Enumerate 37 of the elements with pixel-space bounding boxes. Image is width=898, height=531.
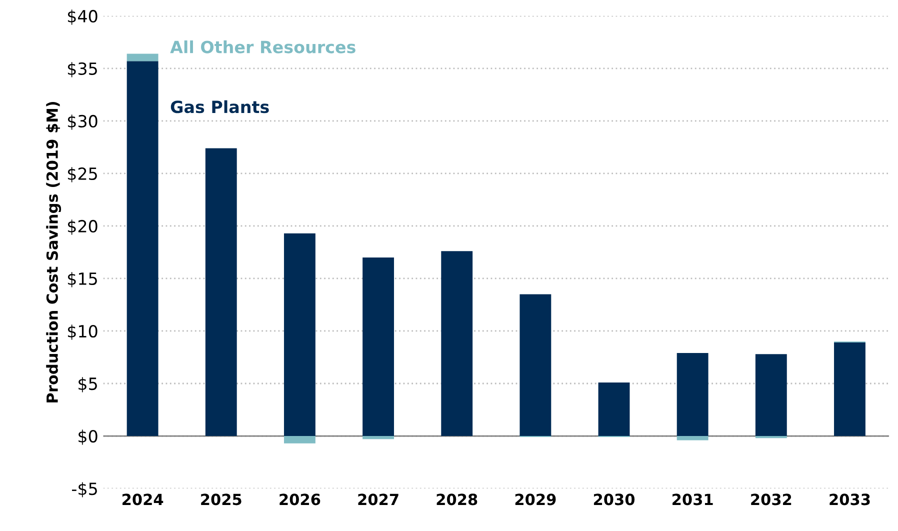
bar xyxy=(362,436,394,440)
x-tick-label: 2031 xyxy=(672,494,713,506)
bar xyxy=(755,354,787,436)
bar xyxy=(676,353,708,436)
y-tick-label: $20 xyxy=(68,220,98,235)
y-tick-label: $0 xyxy=(78,430,98,445)
y-tick-label: -$5 xyxy=(72,482,97,498)
bar xyxy=(205,148,237,436)
x-tick-label: 2032 xyxy=(751,494,792,506)
bar xyxy=(126,61,158,436)
bar xyxy=(284,436,316,444)
y-tick-label: $40 xyxy=(68,10,98,25)
bar xyxy=(834,342,866,436)
bar xyxy=(441,251,473,436)
x-tick-label: 2033 xyxy=(830,494,870,506)
y-tick-label: $10 xyxy=(68,324,98,340)
x-tick-label: 2027 xyxy=(358,494,398,506)
y-tick-label: $35 xyxy=(68,62,97,78)
x-tick-label: 2028 xyxy=(436,494,478,506)
x-tick-label: 2024 xyxy=(122,494,164,506)
bar xyxy=(520,294,552,436)
series-label: All Other Resources xyxy=(170,40,356,54)
bar xyxy=(126,54,158,62)
y-axis-title: Production Cost Savings (2019 $M) xyxy=(46,102,62,402)
y-tick-label: $25 xyxy=(68,167,97,182)
series-label: Gas Plants xyxy=(170,100,269,114)
x-tick-label: 2025 xyxy=(201,494,242,506)
y-tick-label: $15 xyxy=(68,272,97,288)
bar xyxy=(284,233,316,436)
y-tick-label: $30 xyxy=(68,114,98,130)
x-tick-label: 2030 xyxy=(594,494,635,506)
bar xyxy=(676,436,708,440)
x-tick-label: 2026 xyxy=(280,494,320,506)
bar xyxy=(362,257,394,436)
x-tick-label: 2029 xyxy=(515,494,556,506)
bar xyxy=(598,382,630,436)
y-tick-label: $5 xyxy=(78,377,97,392)
